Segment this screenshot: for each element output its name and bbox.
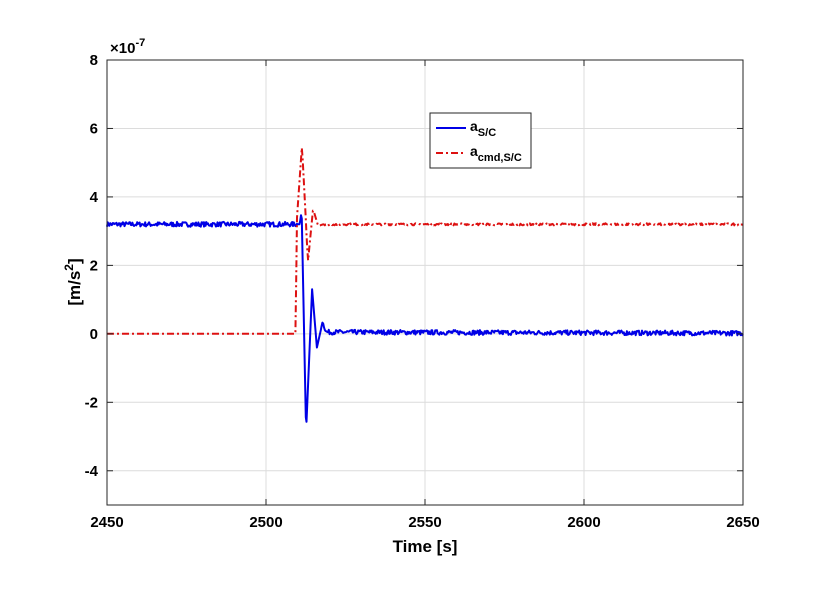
y-tick-label: 2 (90, 257, 98, 274)
legend-label-a-cmd-sc: acmd,S/C (470, 143, 522, 164)
series-line-a-cmd-sc (106, 146, 744, 335)
series-line-a-sc (106, 214, 744, 423)
x-tick-label: 2650 (726, 514, 759, 531)
y-tick-label: 8 (90, 52, 98, 69)
legend-box (429, 112, 532, 169)
y-tick-label: 4 (90, 189, 99, 206)
legend-label-a-sc: aS/C (470, 118, 496, 139)
x-tick-label: 2600 (567, 514, 600, 531)
series-group (106, 146, 744, 423)
y-axis-label: [m/s2] (62, 258, 84, 305)
x-axis-label: Time [s] (393, 537, 458, 556)
x-tick-label: 2550 (408, 514, 441, 531)
y-exponent: ×10-7 (110, 37, 145, 57)
y-tick-label: -4 (85, 463, 99, 480)
ticks: 2450 2500 2550 2600 2650 -4 -2 0 2 4 6 8 (85, 52, 760, 531)
x-tick-label: 2450 (90, 514, 123, 531)
y-tick-label: 6 (90, 120, 98, 137)
grid (107, 60, 743, 505)
x-tick-label: 2500 (249, 514, 282, 531)
legend[interactable]: aS/C acmd,S/C (429, 112, 532, 169)
y-tick-label: 0 (90, 326, 98, 343)
y-tick-label: -2 (85, 394, 98, 411)
